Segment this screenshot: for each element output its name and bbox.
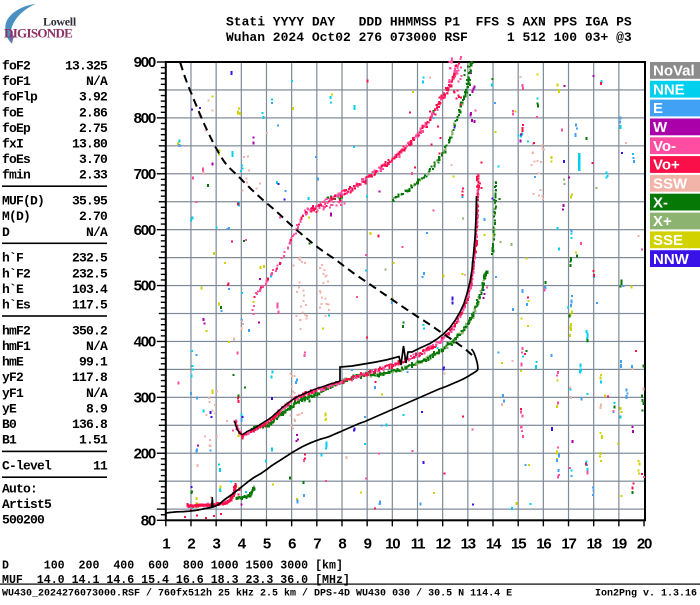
svg-text:N/A: N/A [86, 339, 108, 354]
svg-text:117.5: 117.5 [72, 298, 108, 313]
svg-text:SSW: SSW [653, 176, 688, 193]
svg-text:103.4: 103.4 [72, 282, 108, 297]
svg-text:hmF1: hmF1 [2, 339, 31, 354]
svg-text:N/A: N/A [86, 386, 108, 401]
svg-text:4: 4 [238, 536, 247, 553]
svg-text:C-level: C-level [2, 459, 52, 474]
svg-text:foFlp: foFlp [2, 90, 38, 105]
svg-text:MUF 14.0 14.1 14.6 15.4 16.6: MUF 14.0 14.1 14.6 15.4 16.6 18.3 23.3 3… [2, 574, 350, 587]
svg-text:foE: foE [2, 105, 24, 120]
svg-text:11: 11 [93, 459, 108, 474]
svg-text:8.9: 8.9 [86, 401, 108, 416]
svg-text:117.8: 117.8 [72, 370, 108, 385]
svg-text:Auto:: Auto: [2, 482, 37, 497]
svg-text:9: 9 [364, 536, 372, 553]
svg-text:Vo+: Vo+ [653, 157, 680, 174]
svg-text:h`Es: h`Es [2, 298, 31, 313]
svg-text:136.8: 136.8 [72, 417, 108, 432]
svg-text:15: 15 [511, 536, 526, 553]
svg-text:14: 14 [486, 536, 502, 553]
svg-text:300: 300 [134, 389, 156, 406]
svg-text:350.2: 350.2 [72, 324, 108, 339]
svg-text:16: 16 [536, 536, 551, 553]
svg-text:B1: B1 [2, 433, 17, 448]
svg-text:X-: X- [653, 194, 668, 211]
svg-text:2.70: 2.70 [79, 209, 108, 224]
svg-text:Artist5: Artist5 [2, 497, 52, 512]
svg-text:800: 800 [134, 110, 156, 127]
svg-text:35.95: 35.95 [72, 194, 108, 209]
svg-text:500200: 500200 [2, 513, 45, 528]
svg-text:DIGISONDE: DIGISONDE [4, 26, 72, 41]
svg-text:h`F2: h`F2 [2, 266, 31, 281]
svg-text:2.75: 2.75 [79, 121, 108, 136]
svg-text:3: 3 [213, 536, 221, 553]
svg-text:3.70: 3.70 [79, 152, 108, 167]
svg-text:NNW: NNW [653, 251, 690, 268]
svg-text:20: 20 [637, 536, 652, 553]
svg-text:NoVal: NoVal [653, 63, 695, 80]
svg-text:900: 900 [134, 54, 156, 71]
svg-text:M(D): M(D) [2, 209, 30, 224]
svg-text:99.1: 99.1 [79, 355, 108, 370]
svg-text:foF1: foF1 [2, 74, 31, 89]
svg-text:10: 10 [385, 536, 400, 553]
svg-text:D 100 200 400 600 800: D 100 200 400 600 800 1000 1500 3000 [km… [2, 559, 343, 572]
svg-text:3.92: 3.92 [79, 90, 108, 105]
svg-text:19: 19 [612, 536, 627, 553]
svg-text:X+: X+ [653, 213, 672, 230]
svg-text:yE: yE [2, 401, 17, 416]
svg-text:700: 700 [134, 166, 156, 183]
svg-text:18: 18 [587, 536, 602, 553]
svg-text:2.33: 2.33 [79, 168, 108, 183]
svg-text:400: 400 [134, 334, 156, 351]
svg-text:yF2: yF2 [2, 370, 24, 385]
svg-text:12: 12 [436, 536, 451, 553]
svg-text:fxI: fxI [2, 137, 23, 152]
svg-text:WU430_2024276073000.RSF / 760f: WU430_2024276073000.RSF / 760fx512h 25 k… [2, 588, 512, 600]
svg-text:13.325: 13.325 [65, 59, 108, 74]
svg-text:17: 17 [561, 536, 576, 553]
svg-text:7: 7 [313, 536, 321, 553]
svg-text:232.5: 232.5 [72, 266, 108, 281]
svg-text:80: 80 [141, 512, 156, 529]
svg-text:SSE: SSE [653, 232, 683, 249]
svg-text:1.51: 1.51 [79, 433, 108, 448]
svg-text:B0: B0 [2, 417, 17, 432]
svg-text:2.86: 2.86 [79, 105, 108, 120]
svg-text:13: 13 [461, 536, 476, 553]
svg-text:200: 200 [134, 445, 156, 462]
svg-text:yF1: yF1 [2, 386, 24, 401]
svg-text:1: 1 [162, 536, 170, 553]
svg-text:Wuhan 2024 Oct02 276 073000 RS: Wuhan 2024 Oct02 276 073000 RSF 1 512 10… [226, 30, 632, 45]
svg-text:Lowell: Lowell [43, 15, 77, 29]
svg-text:h`E: h`E [2, 282, 24, 297]
svg-text:D: D [2, 225, 10, 240]
svg-text:E: E [653, 100, 663, 117]
svg-text:foEp: foEp [2, 121, 31, 136]
svg-text:Stati YYYY DAY DDD HHMMSS P1: Stati YYYY DAY DDD HHMMSS P1 FFS S AXN P… [226, 15, 632, 30]
svg-text:fmin: fmin [2, 168, 31, 183]
svg-text:11: 11 [411, 536, 425, 553]
svg-text:6: 6 [288, 536, 296, 553]
svg-text:8: 8 [338, 536, 346, 553]
svg-text:foF2: foF2 [2, 59, 31, 74]
svg-text:hmF2: hmF2 [2, 324, 31, 339]
svg-text:600: 600 [134, 222, 156, 239]
svg-text:2: 2 [187, 536, 195, 553]
svg-text:232.5: 232.5 [72, 251, 108, 266]
svg-text:N/A: N/A [86, 74, 108, 89]
svg-text:5: 5 [263, 536, 271, 553]
svg-text:Ion2Png v. 1.3.16: Ion2Png v. 1.3.16 [595, 589, 697, 600]
svg-text:NNE: NNE [653, 81, 685, 98]
svg-text:h`F: h`F [2, 251, 24, 266]
svg-text:500: 500 [134, 278, 156, 295]
svg-text:MUF(D): MUF(D) [2, 194, 44, 209]
svg-text:foEs: foEs [2, 152, 31, 167]
svg-text:hmE: hmE [2, 355, 24, 370]
svg-text:W: W [653, 119, 668, 136]
svg-text:N/A: N/A [86, 225, 108, 240]
svg-text:Vo-: Vo- [653, 138, 676, 155]
svg-text:13.80: 13.80 [72, 137, 108, 152]
